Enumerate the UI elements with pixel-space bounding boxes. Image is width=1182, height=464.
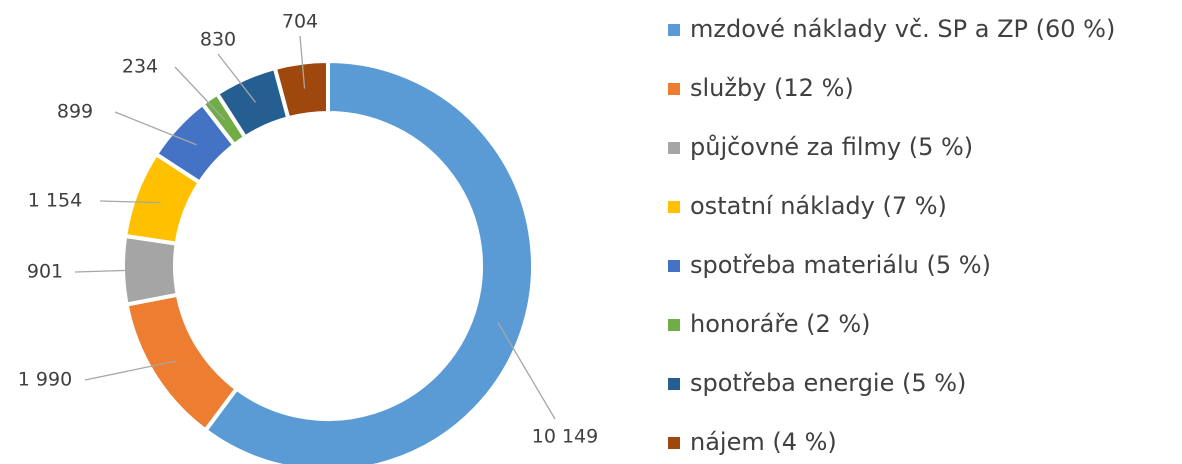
legend-swatch	[668, 142, 680, 154]
leader-line	[217, 53, 257, 103]
legend-swatch	[668, 437, 680, 449]
legend-swatch	[668, 201, 680, 213]
data-label: 1 154	[28, 190, 82, 212]
leader-line	[114, 111, 197, 146]
legend-label: mzdové náklady vč. SP a ZP (60 %)	[690, 15, 1115, 43]
data-label: 830	[200, 29, 236, 51]
legend-swatch	[668, 378, 680, 390]
data-label: 10 149	[532, 426, 598, 448]
legend-swatch	[668, 319, 680, 331]
legend-label: spotřeba energie (5 %)	[690, 369, 966, 397]
legend-swatch	[668, 83, 680, 95]
donut-slice	[272, 58, 330, 121]
leader-line	[299, 35, 306, 89]
data-label: 901	[27, 261, 63, 283]
legend-label: spotřeba materiálu (5 %)	[690, 251, 991, 279]
legend-label: nájem (4 %)	[690, 428, 837, 456]
legend-label: půjčovné za filmy (5 %)	[690, 133, 973, 161]
leader-line	[174, 66, 226, 121]
legend-swatch	[668, 260, 680, 272]
legend-label: služby (12 %)	[690, 74, 854, 102]
data-label: 1 990	[18, 369, 72, 391]
donut-slice	[202, 58, 535, 464]
leader-line	[497, 322, 556, 420]
leader-line	[99, 200, 161, 204]
legend-swatch	[668, 24, 680, 36]
leader-line	[84, 360, 177, 381]
leader-line	[74, 269, 150, 273]
donut-slice	[124, 292, 240, 434]
data-label: 899	[57, 101, 93, 123]
data-label: 234	[122, 56, 158, 78]
legend-label: ostatní náklady (7 %)	[690, 192, 947, 220]
data-label: 704	[282, 11, 318, 33]
legend-label: honoráře (2 %)	[690, 310, 871, 338]
